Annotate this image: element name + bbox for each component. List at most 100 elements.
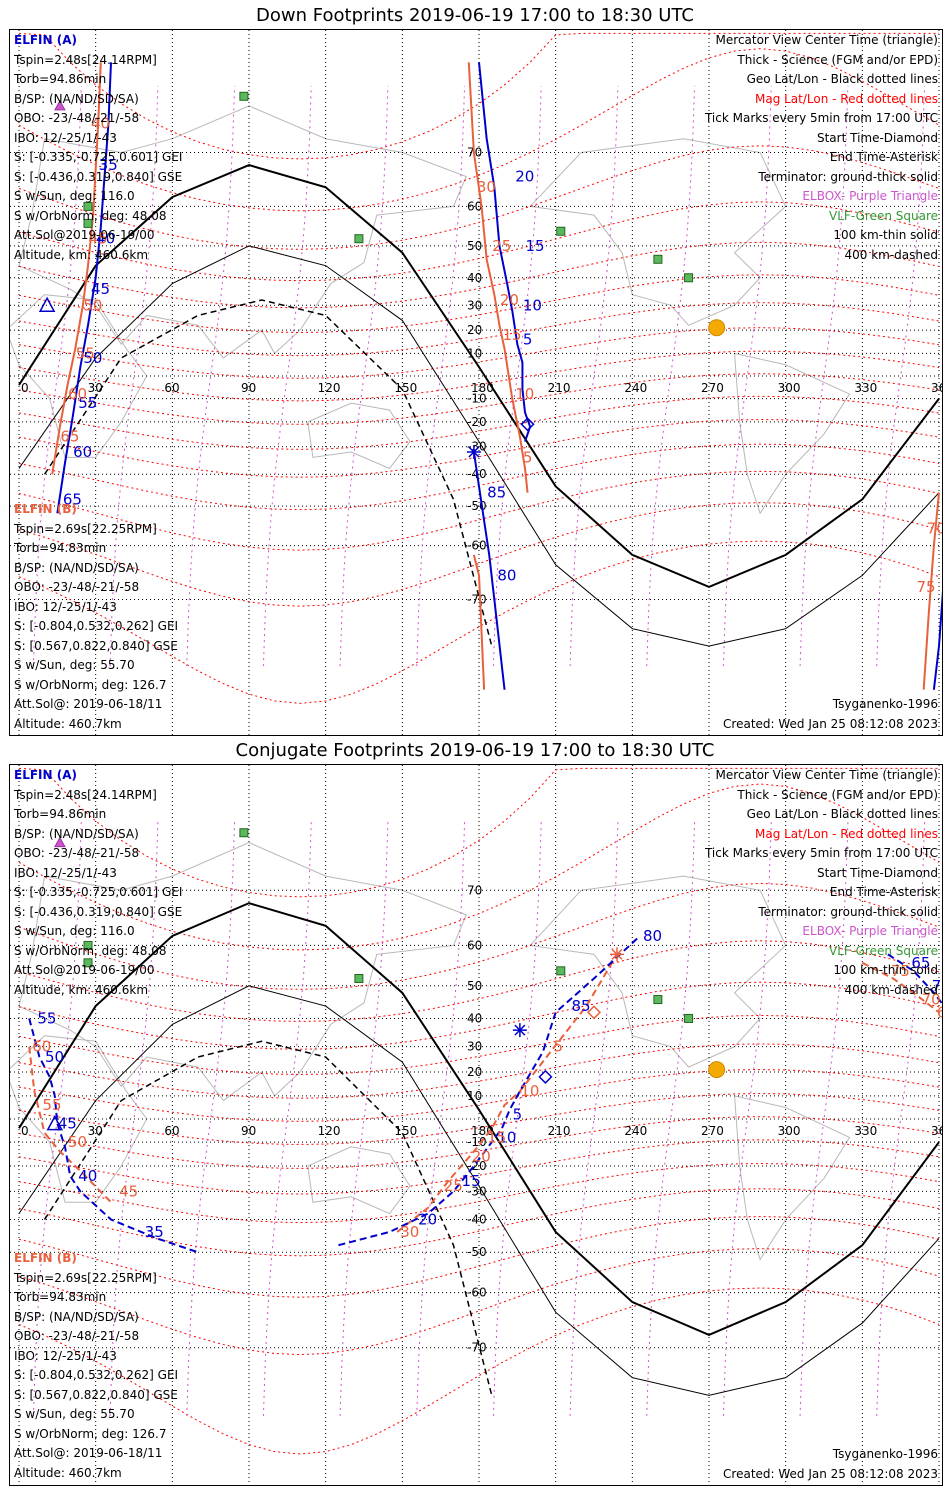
mag-lat-gridline (18, 274, 940, 333)
elfin-b-tick-label: 70 (922, 991, 941, 1009)
elfin-a-track (338, 935, 641, 1247)
model-label: Tsyganenko-1996 (832, 1447, 938, 1461)
elbox-triangle (54, 836, 66, 848)
info-line: Altitude, km: 460.6km (14, 982, 149, 997)
elfin-a-tick-label: 40 (96, 230, 115, 248)
end-asterisk (610, 947, 624, 962)
info-line: B/SP: (NA/ND/SD/SA) (14, 91, 139, 106)
mag-lat-gridline (18, 201, 940, 282)
legend-entry: Mag Lat/Lon - Red dotted lines (754, 826, 938, 841)
coastline (734, 352, 851, 515)
coastline (734, 1095, 851, 1261)
info-line: Torb=94.86min (14, 72, 107, 86)
mag-lon-gridline (569, 822, 619, 1416)
elfin-a-lines: Tspin=2.48s[24.14RPM] Torb=94.86min B/SP: … (14, 51, 182, 262)
legend-entry: Geo Lat/Lon - Black dotted lines (746, 72, 938, 86)
elfin-b-tick-label: 25 (492, 237, 511, 255)
legend: Mercator View Center Time (triangle) Thic… (705, 766, 938, 1000)
elfin-a-track (932, 590, 942, 690)
elfin-a-track (887, 953, 942, 1005)
lat-tick-label: -60 (467, 539, 487, 553)
end-asterisk (466, 444, 481, 459)
info-line: S: [0.567,0.822,0.840] GSE (14, 1387, 178, 1402)
vlf-station-square (684, 273, 694, 283)
vlf-station-square (556, 226, 566, 236)
vlf-station-square (354, 234, 364, 244)
vlf-station-square (556, 966, 566, 976)
mag-lat-gridline (18, 1093, 940, 1145)
mag-lat-gridline (18, 882, 940, 990)
info-line: S: [-0.436,0.319,0.840] GSE (14, 904, 183, 919)
info-line: OBO: -23/-48/-21/-58 (14, 580, 140, 594)
vlf-station-square (239, 828, 249, 838)
elfin-b-tick-label: 20 (472, 1147, 491, 1165)
info-line: S: [-0.335,-0.725,0.601] GEI (14, 150, 183, 164)
info-line: Altitude: 460.7km (14, 1465, 122, 1480)
elfin-b-info: ELFIN (B) Tspin=2.69s[22.25RPM] Torb=94.8… (14, 1249, 178, 1480)
mag-lon-gridline (186, 822, 236, 1416)
lon-tick-label: 240 (624, 1124, 647, 1138)
mag-lat-gridline (18, 373, 940, 425)
mag-lat-gridline (18, 470, 940, 551)
coastline (307, 402, 411, 470)
elfin-b-tick-label: 15 (502, 326, 521, 344)
start-diamond (586, 1005, 602, 1020)
lat-tick-label: -50 (467, 1245, 487, 1259)
elfin-b-info: ELFIN (B) Tspin=2.69s[22.25RPM] Torb=94.8… (14, 500, 178, 731)
mag-lon-gridline (876, 822, 926, 1416)
elfin-b-tick-label: 15 (487, 1128, 506, 1146)
lon-tick-label: 30 (88, 381, 103, 395)
vlf-station-square (653, 254, 663, 264)
elfin-a-tick-label: 70 (932, 977, 942, 995)
legend-entry: Thick - Science (FGM and/or EPD) (737, 52, 938, 67)
legend-entry: End Time-Asterisk (829, 150, 938, 164)
elfin-a-lines: Tspin=2.48s[24.14RPM] Torb=94.86min B/SP: … (14, 786, 182, 997)
elfin-b-tick-label: 55 (76, 344, 95, 362)
asterisk-stroke (514, 1024, 526, 1036)
lat-tick-label: 30 (467, 1040, 482, 1054)
mag-lon-gridline (492, 822, 542, 1416)
elfin-a-tick-label: 10 (497, 1128, 516, 1146)
info-line: Torb=94.83min (14, 1290, 107, 1304)
mag-lat-gridline (18, 241, 940, 309)
mag-lon-gridline (262, 822, 312, 1416)
legend-entry: 400 km-dashed (844, 982, 938, 997)
mag-lat-gridline (18, 327, 940, 379)
lon-tick-label: 270 (701, 381, 724, 395)
lon-tick-label: 60 (164, 381, 179, 395)
legend-entry: Start Time-Diamond (816, 865, 938, 880)
elfin-a-tick-label: 85 (487, 484, 506, 502)
elfin-a-track (56, 62, 112, 514)
elfin-b-lines: Tspin=2.69s[22.25RPM] Torb=94.83min B/SP: … (14, 1269, 178, 1480)
mag-lon-gridline (799, 822, 849, 1416)
info-line: S w/Sun, deg: 116.0 (14, 924, 135, 938)
mag-lat-gridline (18, 1069, 940, 1122)
info-line: B/SP: (NA/ND/SD/SA) (14, 560, 139, 575)
elfin-a-tick-label: 20 (418, 1211, 437, 1229)
mag-lon-gridline (339, 822, 389, 1416)
lon-tick-label: 30 (88, 1124, 103, 1138)
lat-tick-label: 60 (467, 199, 482, 213)
elfin-a-tick-label: 15 (462, 1172, 481, 1190)
elfin-b-tick-label: 5 (523, 448, 533, 466)
lon-tick-label: 150 (394, 1124, 417, 1138)
legend-entry: 100 km-thin solid (833, 228, 938, 242)
lon-tick-label: 120 (318, 381, 341, 395)
info-line: Att.Sol@: 2019-06-18/11 (14, 1446, 163, 1460)
elfin-a-track (28, 1018, 199, 1254)
info-line: IBO: 12/-25/1/-43 (14, 1348, 117, 1363)
mag-lat-gridline (18, 540, 940, 704)
mag-lat-gridline (18, 1188, 940, 1257)
elfin-a-tick-label: 65 (63, 490, 82, 508)
elfin-b-tick-label: 75 (916, 578, 935, 596)
coastline (18, 842, 467, 1102)
elfin-b-tick-label: 50 (83, 296, 102, 314)
elfin-b-tick-label: 45 (119, 1182, 138, 1200)
elfin-a-tick-label: 85 (571, 997, 590, 1015)
mag-lat-gridline (18, 502, 940, 607)
lon-tick-label: 300 (778, 381, 801, 395)
legend-entry: 100 km-thin solid (833, 963, 938, 977)
model-label: Tsyganenko-1996 (832, 697, 938, 711)
lon-tick-label: 360 (931, 1124, 942, 1138)
mag-lat-gridline (18, 395, 940, 450)
